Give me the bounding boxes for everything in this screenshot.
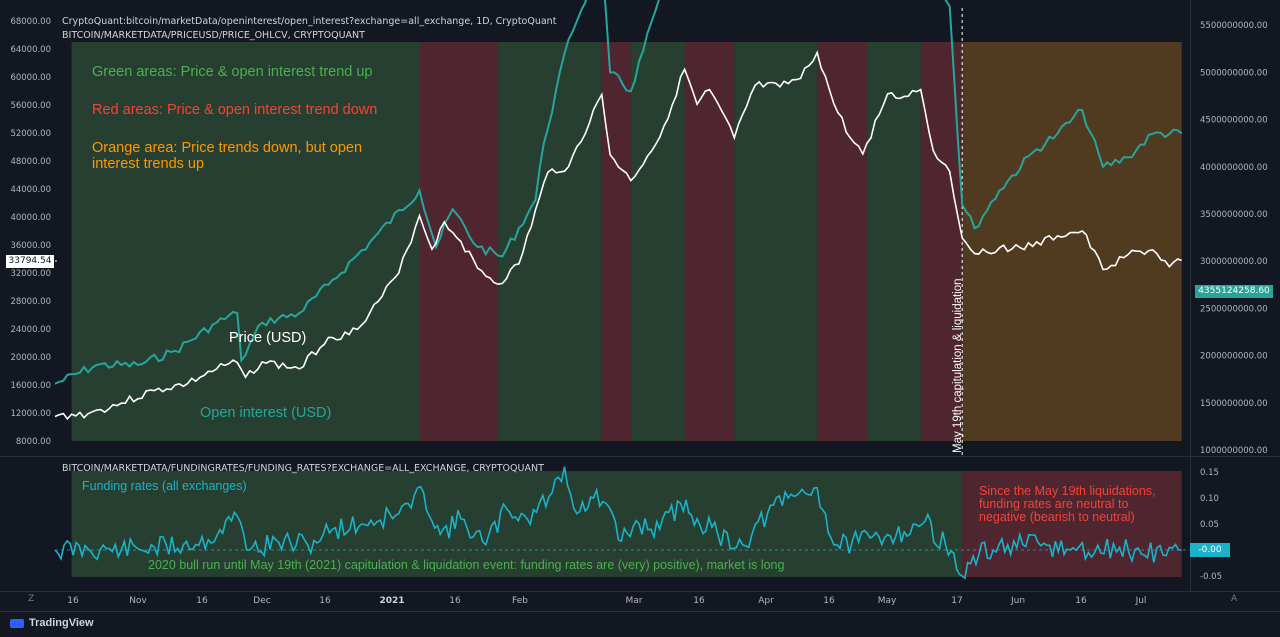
capitulation-note: May 19th capitulation & liquidation xyxy=(952,278,964,453)
auto-scale-button[interactable]: A xyxy=(1231,594,1238,604)
zone-orange-10 xyxy=(962,42,1182,441)
right-axis-tick: 2000000000.00 xyxy=(1200,352,1268,362)
left-axis-tick: 24000.00 xyxy=(10,325,51,335)
oi-badge: 4355124258.60 xyxy=(1195,285,1273,298)
price-label: Price (USD) xyxy=(229,330,307,346)
funding-series-title: BITCOIN/MARKETDATA/FUNDINGRATES/FUNDING_… xyxy=(62,463,544,474)
time-axis-label: 16 xyxy=(319,596,331,606)
since-note-line1: Since the May 19th liquidations, xyxy=(979,484,1156,498)
right-axis-tick: 5500000000.00 xyxy=(1200,21,1268,31)
time-axis-label: 16 xyxy=(196,596,208,606)
price-series-title: BITCOIN/MARKETDATA/PRICEUSD/PRICE_OHLCV,… xyxy=(62,30,365,41)
zone-green-4 xyxy=(630,42,685,441)
right-axis-tick: 4000000000.00 xyxy=(1200,163,1268,173)
time-axis-label: May xyxy=(878,596,897,606)
zone-green-8 xyxy=(866,42,921,441)
left-axis-tick: 28000.00 xyxy=(10,297,51,307)
time-axis-label: 16 xyxy=(823,596,835,606)
funding-axis-tick: 0.10 xyxy=(1200,494,1219,504)
legend-green: Green areas: Price & open interest trend… xyxy=(92,64,373,80)
left-axis-tick: 12000.00 xyxy=(10,409,51,419)
left-axis-tick: 68000.00 xyxy=(10,17,51,27)
left-axis-tick: 60000.00 xyxy=(10,73,51,83)
time-axis-label: 16 xyxy=(1075,596,1087,606)
left-axis-tick: 32000.00 xyxy=(10,269,51,279)
right-axis-tick: 5000000000.00 xyxy=(1200,68,1268,78)
funding-axis-tick: 0.05 xyxy=(1200,520,1219,530)
bull-run-note: 2020 bull run until May 19th (2021) capi… xyxy=(148,558,785,572)
zone-green-0 xyxy=(71,42,420,441)
price-badge: 33794.54 xyxy=(6,255,54,268)
since-note-line3: negative (bearish to neutral) xyxy=(979,510,1135,524)
time-axis-label: Jul xyxy=(1135,596,1147,606)
zone-red-5 xyxy=(684,42,735,441)
right-axis-tick: 4500000000.00 xyxy=(1200,116,1268,126)
time-axis-label: 16 xyxy=(449,596,461,606)
right-axis-tick: 3500000000.00 xyxy=(1200,210,1268,220)
legend-red: Red areas: Price & open interest trend d… xyxy=(92,102,378,118)
zone-red-7 xyxy=(817,42,867,441)
left-axis-tick: 44000.00 xyxy=(10,185,51,195)
time-axis-label: Feb xyxy=(512,596,528,606)
legend-orange-line2: interest trends up xyxy=(92,156,205,172)
funding-line xyxy=(54,466,1182,580)
left-axis-tick: 40000.00 xyxy=(10,213,51,223)
time-axis-label: Apr xyxy=(758,596,774,606)
tradingview-logo[interactable]: TradingView xyxy=(10,617,94,629)
funding-axis-tick: -0.05 xyxy=(1200,572,1222,582)
left-axis-tick: 20000.00 xyxy=(10,353,51,363)
oi-series-title: CryptoQuant:bitcoin/marketData/openinter… xyxy=(62,16,557,27)
left-axis-tick: 52000.00 xyxy=(10,129,51,139)
time-axis-label: 2021 xyxy=(379,596,404,606)
time-axis-label: Jun xyxy=(1010,596,1025,606)
time-axis-label: 17 xyxy=(951,596,962,606)
price-line xyxy=(54,50,1182,421)
zone-green-6 xyxy=(734,42,818,441)
since-note-line2: funding rates are neutral to xyxy=(979,497,1129,511)
right-axis-tick: 3000000000.00 xyxy=(1200,257,1268,267)
time-axis-label: 16 xyxy=(693,596,705,606)
right-axis-tick: 2500000000.00 xyxy=(1200,304,1268,314)
left-axis-tick: 56000.00 xyxy=(10,101,51,111)
left-axis-tick: 16000.00 xyxy=(10,381,51,391)
time-axis-label: Mar xyxy=(626,596,643,606)
since-note: Since the May 19th liquidations, funding… xyxy=(979,485,1156,524)
time-axis-label: Dec xyxy=(253,596,270,606)
right-axis-tick: 1500000000.00 xyxy=(1200,399,1268,409)
funding-label: Funding rates (all exchanges) xyxy=(82,479,247,493)
oi-label: Open interest (USD) xyxy=(200,405,332,421)
right-axis-tick: 1000000000.00 xyxy=(1200,446,1268,456)
funding-zone-red-1 xyxy=(962,471,1182,577)
funding-axis-tick: 0.15 xyxy=(1200,468,1219,478)
oi-line xyxy=(54,0,1183,385)
zone-red-3 xyxy=(601,42,631,441)
funding-badge: -0.00 xyxy=(1190,543,1230,557)
zoom-reset-button[interactable]: Z xyxy=(28,594,35,604)
left-axis-tick: 36000.00 xyxy=(10,241,51,251)
left-axis-tick: 64000.00 xyxy=(10,45,51,55)
left-axis-tick: 8000.00 xyxy=(16,437,51,447)
legend-orange-line1: Orange area: Price trends down, but open xyxy=(92,140,363,156)
left-axis-tick: 48000.00 xyxy=(10,157,51,167)
zone-red-1 xyxy=(419,42,499,441)
tradingview-icon xyxy=(10,618,24,628)
zone-green-2 xyxy=(498,42,602,441)
time-axis-label: Nov xyxy=(129,596,147,606)
time-axis-label: 16 xyxy=(67,596,79,606)
tradingview-brand: TradingView xyxy=(29,617,94,629)
